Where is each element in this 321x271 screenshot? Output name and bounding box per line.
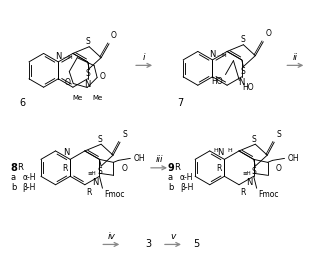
Text: R: R (240, 188, 246, 197)
Text: O: O (100, 72, 106, 81)
Text: S: S (98, 167, 102, 176)
Text: Fmoc: Fmoc (259, 190, 279, 199)
Text: R: R (17, 163, 22, 172)
Text: S: S (252, 135, 257, 144)
Text: 7: 7 (177, 98, 183, 108)
Text: R: R (174, 163, 180, 172)
Text: α-H: α-H (180, 173, 193, 182)
Text: ≡H: ≡H (88, 171, 97, 176)
Text: a: a (168, 173, 173, 182)
Text: O: O (275, 164, 282, 173)
Text: O: O (111, 31, 117, 40)
Text: N: N (92, 178, 99, 187)
Text: Me: Me (72, 95, 82, 101)
Text: N: N (55, 52, 61, 61)
Text: 5: 5 (193, 240, 199, 249)
Text: ii: ii (293, 53, 298, 62)
Text: iv: iv (107, 232, 115, 241)
Text: β-H: β-H (23, 183, 36, 192)
Text: iii: iii (155, 155, 163, 164)
Text: 8: 8 (11, 163, 18, 173)
Text: ≡H: ≡H (242, 171, 251, 176)
Text: O: O (65, 78, 70, 87)
Text: 3: 3 (145, 240, 151, 249)
Text: S: S (86, 69, 91, 78)
Text: N: N (84, 80, 91, 89)
Text: Me: Me (92, 95, 102, 101)
Text: 6: 6 (20, 98, 26, 108)
Text: H: H (214, 149, 218, 153)
Text: S: S (276, 130, 281, 139)
Text: N: N (239, 78, 245, 87)
Text: HO: HO (211, 76, 222, 86)
Text: R: R (62, 164, 67, 173)
Text: N: N (63, 149, 69, 157)
Text: S: S (86, 37, 91, 46)
Text: N: N (246, 178, 253, 187)
Text: R: R (86, 188, 91, 197)
Text: O: O (121, 164, 127, 173)
Text: i: i (143, 53, 145, 62)
Text: a: a (11, 173, 16, 182)
Text: OH: OH (288, 154, 299, 163)
Text: 9: 9 (168, 163, 175, 173)
Text: S: S (252, 167, 257, 176)
Text: v: v (170, 232, 176, 241)
Text: b: b (168, 183, 173, 192)
Text: S: S (98, 135, 102, 144)
Text: ···H: ···H (217, 53, 228, 58)
Text: b: b (11, 183, 16, 192)
Text: S: S (122, 130, 127, 139)
Text: β-H: β-H (180, 183, 193, 192)
Text: H: H (227, 149, 232, 153)
Text: HO: HO (242, 83, 254, 92)
Text: N: N (217, 149, 223, 157)
Text: O: O (265, 29, 271, 38)
Text: S: S (240, 67, 245, 76)
Text: α-H: α-H (23, 173, 36, 182)
Text: S: S (240, 35, 245, 44)
Text: OH: OH (133, 154, 145, 163)
Text: N: N (209, 50, 216, 59)
Text: ···H: ···H (63, 55, 73, 60)
Text: Fmoc: Fmoc (104, 190, 125, 199)
Text: R: R (216, 164, 221, 173)
